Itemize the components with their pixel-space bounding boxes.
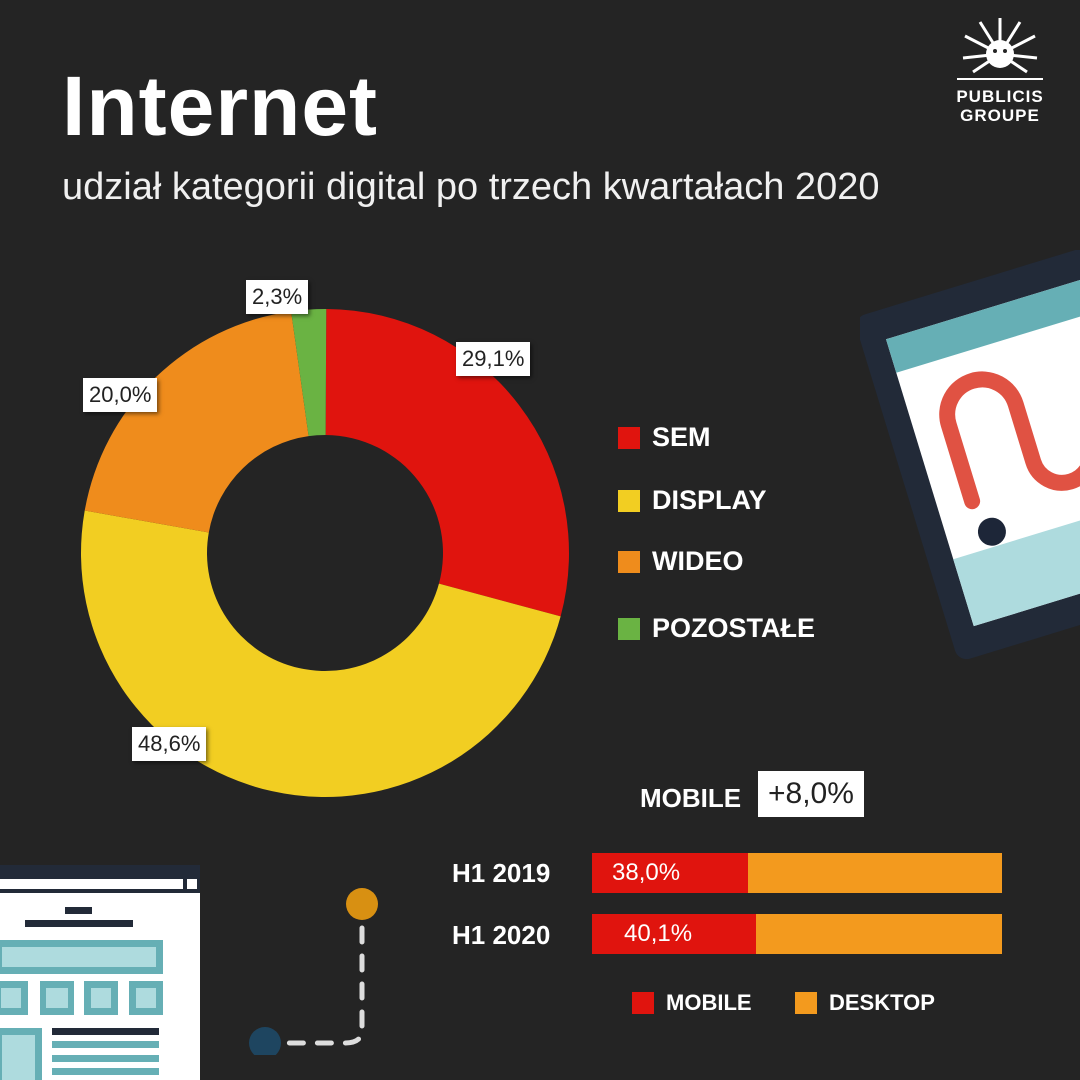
- bar-h1-2020: 40,1%: [592, 914, 1002, 954]
- legend-sem: SEM: [618, 422, 711, 453]
- legend-label: WIDEO: [652, 546, 744, 576]
- mobile-annotation-label: MOBILE: [640, 783, 742, 813]
- legend-label: DISPLAY: [652, 485, 767, 515]
- tablet-illustration: [860, 250, 1080, 660]
- legend-swatch: [618, 489, 640, 512]
- legend-swatch: [618, 426, 640, 449]
- legend-swatch: [795, 992, 817, 1014]
- page-title: Internet: [62, 59, 379, 153]
- legend-swatch: [632, 992, 654, 1014]
- legend-display: DISPLAY: [618, 485, 767, 516]
- legend-pozostale: POZOSTAŁE: [618, 613, 815, 644]
- bar-mobile-segment: 40,1%: [592, 914, 757, 954]
- logo-text-2: GROUPE: [960, 106, 1040, 125]
- data-label-wideo: 20,0%: [83, 378, 158, 412]
- data-label-display: 48,6%: [132, 727, 207, 761]
- browser-illustration: [0, 865, 200, 1080]
- legend-label: MOBILE: [666, 990, 752, 1015]
- legend-swatch: [618, 550, 640, 573]
- publicis-logo: PUBLICIS GROUPE: [940, 14, 1060, 125]
- data-label-pozostale: 2,3%: [246, 280, 309, 314]
- donut-slice-pozostałe: [291, 309, 327, 437]
- donut-slice-display: [81, 510, 561, 797]
- donut-slice-wideo: [84, 311, 309, 533]
- mobile-growth-badge: +8,0%: [758, 771, 864, 817]
- bar-label-2020: H1 2020: [452, 920, 551, 950]
- bar-h1-2019: 38,0%: [592, 853, 1002, 893]
- donut-slice-sem: [325, 309, 569, 617]
- page-subtitle: udział kategorii digital po trzech kwart…: [62, 166, 880, 208]
- legend-label: POZOSTAŁE: [652, 613, 816, 643]
- legend-label: DESKTOP: [829, 990, 935, 1015]
- bar-label-2019: H1 2019: [452, 858, 551, 888]
- legend-desktop: DESKTOP: [795, 990, 935, 1016]
- legend-wideo: WIDEO: [618, 546, 744, 577]
- dashed-path-illustration: [249, 888, 378, 1055]
- legend-mobile: MOBILE: [632, 990, 752, 1016]
- legend-label: SEM: [652, 422, 711, 452]
- logo-text-1: PUBLICIS: [956, 87, 1044, 106]
- bar-mobile-segment: 38,0%: [592, 853, 748, 893]
- lion-sun-icon: [957, 18, 1043, 80]
- data-label-sem: 29,1%: [456, 342, 531, 376]
- legend-swatch: [618, 617, 640, 640]
